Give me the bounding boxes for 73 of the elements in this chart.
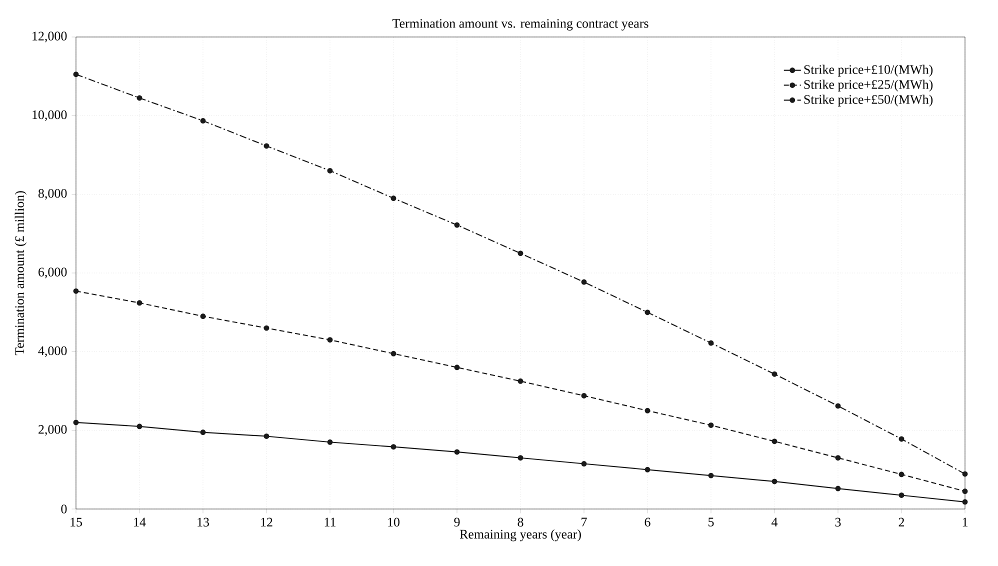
point bbox=[390, 444, 396, 450]
point bbox=[200, 314, 206, 320]
chart-title: Termination amount vs. remaining contract years bbox=[392, 19, 648, 30]
x-tick-label: 8 bbox=[518, 518, 524, 527]
point bbox=[644, 408, 650, 414]
point bbox=[264, 325, 270, 331]
x-tick-label: 10 bbox=[388, 518, 400, 527]
point bbox=[454, 364, 460, 370]
point bbox=[390, 350, 396, 356]
x-tick-label: 14 bbox=[134, 518, 146, 526]
x-tick-label: 5 bbox=[708, 518, 714, 526]
x-tick-label: 9 bbox=[454, 518, 460, 527]
legend-label: Strike price+£25/(MWh) bbox=[804, 80, 933, 92]
point bbox=[200, 118, 206, 124]
x-tick-label: 7 bbox=[582, 518, 587, 526]
y-tick-label: 10,000 bbox=[32, 110, 67, 121]
y-tick-label: 8,000 bbox=[38, 189, 67, 200]
point bbox=[454, 222, 460, 228]
point bbox=[708, 422, 714, 428]
point bbox=[73, 420, 79, 426]
x-tick-label: 6 bbox=[644, 518, 650, 527]
point bbox=[772, 478, 778, 484]
point bbox=[327, 439, 333, 445]
point bbox=[708, 472, 714, 478]
x-tick-label: 4 bbox=[772, 518, 778, 526]
point bbox=[962, 488, 968, 494]
point bbox=[390, 196, 396, 202]
point bbox=[518, 250, 524, 256]
point bbox=[898, 492, 904, 498]
point bbox=[772, 371, 778, 377]
point bbox=[708, 340, 714, 346]
point bbox=[898, 472, 904, 478]
x-tick-label: 13 bbox=[198, 518, 209, 527]
point bbox=[962, 499, 968, 505]
point bbox=[454, 449, 460, 455]
y-tick-label: 6,000 bbox=[38, 268, 67, 278]
point bbox=[136, 95, 142, 101]
point bbox=[264, 143, 270, 149]
point bbox=[644, 310, 650, 316]
y-tick-label: 4,000 bbox=[38, 346, 67, 357]
point bbox=[73, 72, 79, 78]
y-tick-label: 2,000 bbox=[38, 425, 67, 436]
point bbox=[644, 466, 650, 472]
y-axis-title: Termination amount (£ million) bbox=[14, 191, 27, 356]
point bbox=[898, 436, 904, 442]
x-tick-label: 15 bbox=[70, 518, 82, 526]
point bbox=[136, 424, 142, 430]
point bbox=[264, 433, 270, 439]
point bbox=[962, 471, 968, 477]
point bbox=[835, 403, 841, 409]
point bbox=[200, 430, 206, 436]
x-tick-label: 11 bbox=[324, 518, 336, 526]
x-tick-label: 1 bbox=[962, 518, 968, 526]
x-tick-label: 2 bbox=[898, 518, 904, 526]
x-tick-label: 12 bbox=[261, 518, 272, 526]
x-axis-title: Remaining years (year) bbox=[460, 529, 581, 542]
point bbox=[136, 300, 142, 306]
legend-label: Strike price+£50/(MWh) bbox=[804, 94, 933, 106]
point bbox=[518, 455, 524, 461]
point bbox=[73, 288, 79, 294]
y-tick-label: 12,000 bbox=[32, 32, 67, 42]
point bbox=[581, 279, 587, 285]
point bbox=[581, 392, 587, 398]
legend-label: Strike price+£10/(MWh) bbox=[804, 64, 933, 77]
point bbox=[581, 461, 587, 467]
point bbox=[772, 438, 778, 444]
point bbox=[835, 455, 841, 461]
x-tick-label: 3 bbox=[835, 518, 841, 527]
point bbox=[327, 337, 333, 343]
point bbox=[835, 486, 841, 492]
point bbox=[518, 378, 524, 384]
y-tick-label: 0 bbox=[61, 504, 67, 514]
point bbox=[327, 168, 333, 174]
